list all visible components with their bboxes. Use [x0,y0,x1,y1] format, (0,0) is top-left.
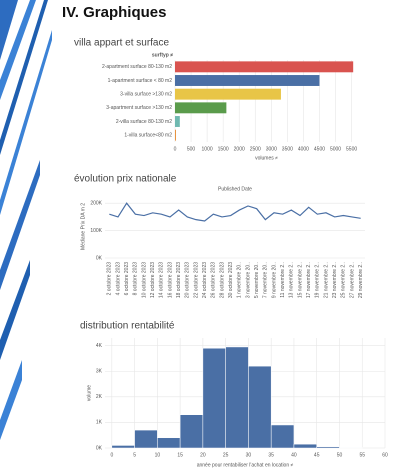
histogram-bar [111,445,135,449]
x-tick-label: 10 [155,452,161,458]
x-tick-label: 35 [268,452,274,458]
heading: IV. Graphiques [62,4,166,21]
y-tick-label: 0K [96,445,103,451]
x-tick-label: 24 octobre 2023 [202,262,208,298]
x-tick-label: 1500 [218,146,229,152]
x-tick-label: 5 novembre 20.. [254,262,260,298]
x-tick-label: 3 novembre 20.. [245,262,251,298]
bar [175,102,227,114]
x-tick-label: 1 novembre 20.. [237,262,243,298]
x-tick-label: 3000 [266,146,277,152]
x-tick-label: 0 [174,146,177,152]
bar [175,116,180,127]
y-tick-label: 3K [96,369,103,375]
x-tick-label: 7 novembre 20.. [263,262,269,298]
x-tick-label: 5 [133,452,136,458]
x-tick-label: 15 [177,452,183,458]
histogram-bar [157,437,181,449]
x-tick-label: 12 octobre 2023 [150,262,156,298]
y-tick-label: 2-apartment surface 80-130 m2 [102,64,172,70]
histogram-bar [248,365,272,449]
line [109,202,361,222]
y-tick-label: 100K [90,228,102,234]
y-tick-label: 200K [90,201,102,207]
x-tick-label: 60 [382,452,388,458]
x-tick-label: 6 octobre 2023 [124,262,130,296]
x-tick-label: 2500 [250,146,261,152]
x-tick-label: 25 novembre 2.. [341,262,347,298]
x-tick-label: 11 novembre 2.. [280,262,286,298]
histogram-bar [225,346,249,449]
x-tick-label: 23 novembre 2.. [332,262,338,298]
x-tick-label: 17 novembre 2.. [306,262,312,298]
x-tick-label: 4500 [314,146,325,152]
y-tick-label: 2K [96,394,103,400]
chart-subtitle: Published Date [218,186,252,192]
x-tick-label: 29 novembre 2.. [358,262,364,298]
x-tick-label: 22 octobre 2023 [193,262,199,298]
x-tick-label: 5500 [346,146,357,152]
x-tick-label: 3500 [282,146,293,152]
x-tick-label: 18 octobre 2023 [176,262,182,298]
chart-title: villa appart et surface [74,38,169,49]
legend-title: surftyp ≠ [152,52,173,58]
x-tick-label: 10 octobre 2023 [141,262,147,298]
y-tick-label: 3-apartment surface >130 m2 [106,105,172,111]
x-axis-label: année pour rentabiliser l'achat en locat… [197,462,294,468]
x-tick-label: 2 octobre 2023 [107,262,113,296]
y-axis-label: volume [86,385,92,401]
y-tick-label: 1-apartment surface < 80 m2 [108,78,173,84]
y-tick-label: 0K [96,255,103,261]
x-tick-label: 30 octobre 2023 [228,262,234,298]
x-tick-label: 21 novembre 2.. [323,262,329,298]
x-tick-label: 40 [291,452,297,458]
x-tick-label: 28 octobre 2023 [219,262,225,298]
histogram-bar [270,424,295,449]
x-tick-label: 14 octobre 2023 [159,262,165,298]
x-tick-label: 5000 [330,146,341,152]
x-tick-label: 20 octobre 2023 [185,262,191,298]
x-tick-label: 55 [359,452,365,458]
histogram-bar [134,429,158,449]
x-tick-label: 25 [223,452,229,458]
y-tick-label: 1K [96,420,103,426]
bar [175,88,281,100]
x-tick-label: 30 [246,452,252,458]
x-tick-label: 13 novembre 2.. [289,262,295,298]
x-tick-label: 20 [200,452,206,458]
chart-title: distribution rentabilité [80,321,175,332]
histogram-bar [179,414,204,449]
x-tick-label: 4 octobre 2023 [115,262,121,296]
x-tick-label: 27 novembre 2.. [349,262,355,298]
histogram-bar [339,447,363,449]
x-tick-label: 0 [110,452,113,458]
bar [175,129,176,141]
y-tick-label: 2-villa surface 80-130 m2 [116,119,172,125]
y-tick-label: 1-villa surface<80 m2 [124,132,172,138]
histogram-bar [202,347,226,449]
x-axis-label: volumes ≠ [255,155,278,161]
x-tick-label: 4000 [298,146,309,152]
histogram-bar [316,446,340,449]
bar [175,61,354,73]
x-tick-label: 45 [314,452,320,458]
x-tick-label: 8 octobre 2023 [133,262,139,296]
decoration [0,0,52,440]
x-tick-label: 1000 [202,146,213,152]
x-tick-label: 15 novembre 2.. [297,262,303,298]
x-tick-label: 500 [187,146,196,152]
histogram-bar [293,443,317,449]
x-tick-label: 16 octobre 2023 [167,262,173,298]
x-tick-label: 50 [337,452,343,458]
chart-title: évolution prix nationale [74,174,177,185]
bar [175,75,320,86]
y-tick-label: 4K [96,343,103,349]
x-tick-label: 19 novembre 2.. [315,262,321,298]
x-tick-label: 26 octobre 2023 [211,262,217,298]
y-tick-label: 3-villa surface >130 m2 [120,91,172,97]
y-axis-label: Médiane Prix DA m 2 [80,203,86,250]
x-tick-label: 9 novembre 20.. [271,262,277,298]
x-tick-label: 2000 [234,146,245,152]
